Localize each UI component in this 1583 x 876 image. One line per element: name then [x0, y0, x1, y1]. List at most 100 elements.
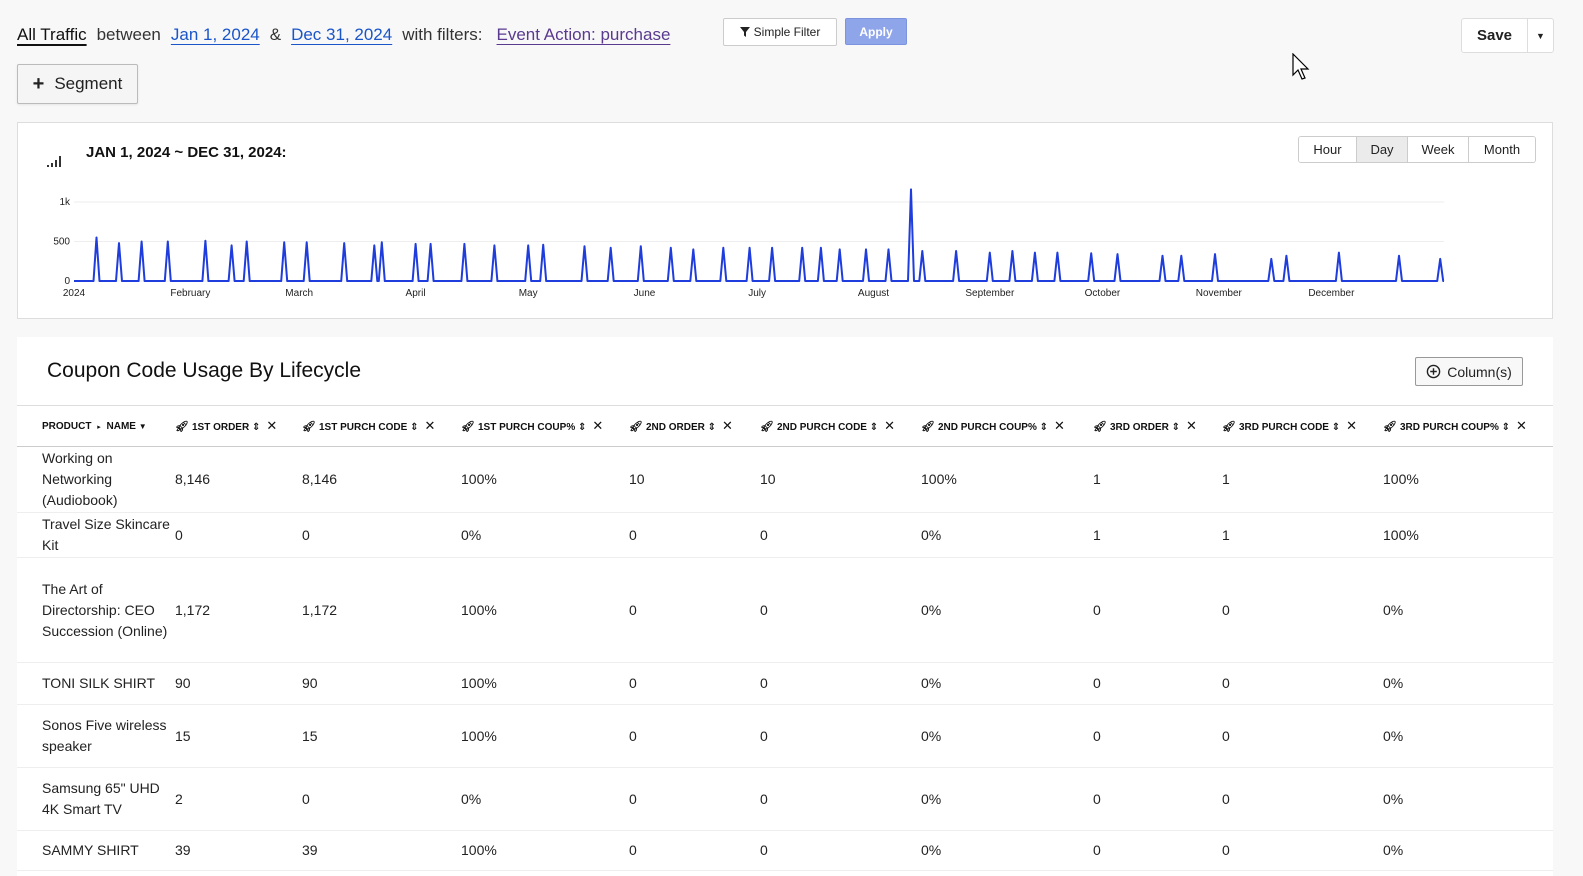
- metric-cell: 100%: [461, 704, 629, 768]
- caret-down-icon: ▼: [138, 421, 147, 431]
- header-1st-purch-coup[interactable]: 🚀︎ 1ST PURCH COUP% ⇕ ✕: [461, 406, 629, 447]
- header-2nd-purch-coup[interactable]: 🚀︎ 2ND PURCH COUP% ⇕ ✕: [921, 406, 1093, 447]
- header-label: 2ND PURCH COUP%: [937, 422, 1037, 433]
- remove-column-icon[interactable]: ✕: [722, 418, 733, 433]
- metric-cell: 0: [302, 512, 461, 558]
- header-3rd-purch-code[interactable]: 🚀︎ 3RD PURCH CODE ⇕ ✕: [1222, 406, 1383, 447]
- sort-icon[interactable]: ⇕: [1331, 422, 1341, 433]
- remove-column-icon[interactable]: ✕: [1054, 418, 1065, 433]
- table-row[interactable]: Travel Size Skincare Kit 0 0 0% 0 0 0% 1 1 100%: [17, 512, 1553, 558]
- metric-cell: 0%: [921, 704, 1093, 768]
- metric-cell: 0: [629, 662, 760, 705]
- metric-cell: 0: [1093, 704, 1222, 768]
- metric-cell: 0: [1222, 704, 1383, 768]
- header-label: 3RD PURCH CODE: [1238, 422, 1329, 433]
- metric-cell: 10: [629, 446, 760, 513]
- metric-cell: 1,172: [175, 557, 302, 663]
- rocket-icon: 🚀︎: [1093, 421, 1107, 433]
- header-3rd-order[interactable]: 🚀︎ 3RD ORDER ⇕ ✕: [1093, 406, 1222, 447]
- product-name-cell: TONI SILK SHIRT: [17, 662, 175, 705]
- signal-bars-icon: [47, 156, 61, 167]
- metric-cell: 0: [1093, 767, 1222, 831]
- rocket-icon: 🚀︎: [461, 421, 475, 433]
- columns-button[interactable]: Column(s): [1415, 357, 1523, 386]
- header-2nd-purch-code[interactable]: 🚀︎ 2ND PURCH CODE ⇕ ✕: [760, 406, 921, 447]
- granularity-day[interactable]: Day: [1357, 137, 1408, 162]
- metric-cell: 0: [1222, 557, 1383, 663]
- add-segment-button[interactable]: + Segment: [17, 64, 138, 104]
- simple-filter-button[interactable]: Simple Filter: [723, 18, 837, 46]
- product-name-cell: Travel Size Skincare Kit: [17, 512, 175, 558]
- table-row[interactable]: Working on Networking (Audiobook) 8,146 8,…: [17, 446, 1553, 513]
- save-button[interactable]: Save: [1462, 19, 1528, 52]
- remove-column-icon[interactable]: ✕: [1516, 418, 1527, 433]
- sort-icon[interactable]: ⇕: [251, 422, 261, 433]
- header-label: 1ST PURCH COUP%: [477, 422, 576, 433]
- table-row[interactable]: SAMMY SHIRT 39 39 100% 0 0 0% 0 0 0%: [17, 830, 1553, 871]
- metric-cell: 0%: [1383, 767, 1553, 831]
- funnel-icon: [739, 27, 750, 37]
- remove-column-icon[interactable]: ✕: [424, 418, 436, 433]
- metric-cell: 0%: [461, 512, 629, 558]
- metric-cell: 0: [760, 704, 921, 768]
- table-row[interactable]: Samsung 65" UHD 4K Smart TV 2 0 0% 0 0 0% 0 0 0%: [17, 767, 1553, 831]
- header-2nd-order[interactable]: 🚀︎ 2ND ORDER ⇕ ✕: [629, 406, 760, 447]
- filter-link[interactable]: Event Action: purchase: [496, 25, 671, 44]
- y-tick-label: 0: [64, 276, 70, 287]
- granularity-month[interactable]: Month: [1469, 137, 1535, 162]
- metric-cell: 0: [1093, 662, 1222, 705]
- with-filters-label: with filters:: [402, 25, 483, 44]
- metric-cell: 100%: [461, 662, 629, 705]
- header-3rd-purch-coup[interactable]: 🚀︎ 3RD PURCH COUP% ⇕ ✕: [1383, 406, 1553, 447]
- save-dropdown-toggle[interactable]: ▼: [1528, 19, 1553, 52]
- metric-cell: 0: [760, 767, 921, 831]
- metric-cell: 0%: [1383, 662, 1553, 705]
- lifecycle-table: PRODUCT ▸ NAME ▼ 🚀︎ 1ST ORDER ⇕ ✕ 🚀︎ 1ST PU…: [17, 405, 1553, 871]
- segment-link[interactable]: All Traffic: [17, 25, 87, 44]
- apply-button[interactable]: Apply: [845, 18, 907, 45]
- table-row[interactable]: Sonos Five wireless speaker 15 15 100% 0 0 0% 0…: [17, 704, 1553, 768]
- sort-icon[interactable]: ⇕: [869, 422, 879, 433]
- metric-cell: 0%: [921, 767, 1093, 831]
- start-date-link[interactable]: Jan 1, 2024: [170, 25, 260, 44]
- end-date-link[interactable]: Dec 31, 2024: [291, 25, 393, 44]
- granularity-week[interactable]: Week: [1408, 137, 1469, 162]
- metric-cell: 90: [175, 662, 302, 705]
- sort-icon[interactable]: ⇕: [578, 422, 587, 433]
- remove-column-icon[interactable]: ✕: [1346, 418, 1358, 433]
- rocket-icon: 🚀︎: [175, 421, 189, 433]
- sort-icon[interactable]: ⇕: [1039, 422, 1049, 433]
- between-label: between: [96, 25, 161, 44]
- remove-column-icon[interactable]: ✕: [266, 418, 278, 433]
- traffic-series-line: [74, 188, 1445, 282]
- metric-cell: 1,172: [302, 557, 461, 663]
- rocket-icon: 🚀︎: [921, 421, 935, 433]
- table-row[interactable]: The Art of Directorship: CEO Succession …: [17, 557, 1553, 663]
- granularity-hour[interactable]: Hour: [1299, 137, 1357, 162]
- remove-column-icon[interactable]: ✕: [884, 418, 896, 433]
- header-product-name[interactable]: PRODUCT ▸ NAME ▼: [17, 406, 175, 447]
- header-1st-purch-code[interactable]: 🚀︎ 1ST PURCH CODE ⇕ ✕: [302, 406, 461, 447]
- x-tick-label: February: [170, 288, 210, 299]
- product-name-cell: Working on Networking (Audiobook): [17, 446, 175, 513]
- save-button-group: Save ▼: [1461, 18, 1554, 53]
- metric-cell: 100%: [1383, 512, 1553, 558]
- sort-icon[interactable]: ⇕: [707, 422, 717, 433]
- filter-bar: All Traffic between Jan 1, 2024 & Dec 31…: [17, 20, 670, 50]
- x-tick-label: September: [965, 288, 1015, 299]
- sort-icon[interactable]: ⇕: [1501, 422, 1511, 433]
- remove-column-icon[interactable]: ✕: [592, 418, 604, 433]
- sort-icon[interactable]: ⇕: [410, 422, 419, 433]
- table-row[interactable]: TONI SILK SHIRT 90 90 100% 0 0 0% 0 0 0%: [17, 662, 1553, 705]
- rocket-icon: 🚀︎: [1222, 421, 1236, 433]
- remove-column-icon[interactable]: ✕: [1186, 418, 1197, 433]
- amp-label: &: [269, 25, 282, 44]
- x-tick-label: December: [1308, 288, 1355, 299]
- metric-cell: 100%: [461, 446, 629, 513]
- product-name-cell: Sonos Five wireless speaker: [17, 704, 175, 768]
- columns-label: Column(s): [1447, 363, 1512, 380]
- metric-cell: 10: [760, 446, 921, 513]
- header-1st-order[interactable]: 🚀︎ 1ST ORDER ⇕ ✕: [175, 406, 302, 447]
- sort-icon[interactable]: ⇕: [1171, 422, 1181, 433]
- metric-cell: 0: [1093, 557, 1222, 663]
